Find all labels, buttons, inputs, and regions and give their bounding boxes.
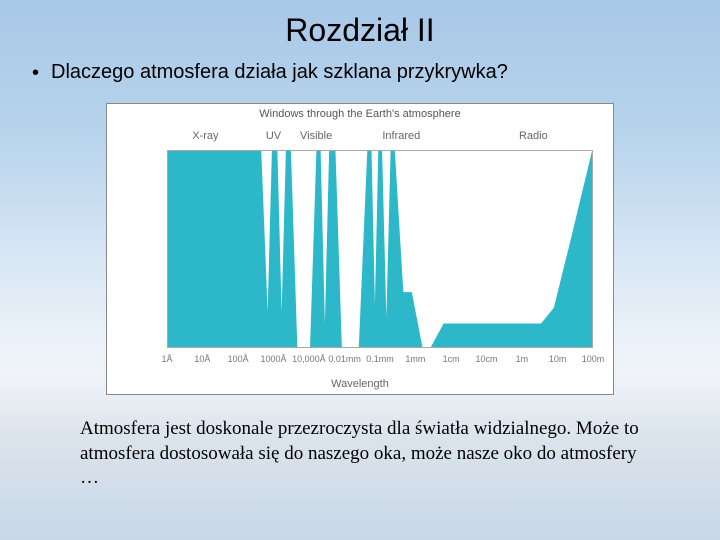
x-tick-label: 100m bbox=[582, 354, 605, 364]
x-tick-label: 1mm bbox=[405, 354, 425, 364]
x-tick-label: 10,000Å bbox=[292, 354, 326, 364]
x-tick-label: 1Å bbox=[161, 354, 172, 364]
x-tick-label: 10m bbox=[549, 354, 567, 364]
band-label: Radio bbox=[519, 130, 548, 142]
x-tick-label: 1m bbox=[516, 354, 529, 364]
x-ticks: 1Å10Å100Å1000Å10,000Å0.01mm0.1mm1mm1cm10… bbox=[167, 354, 593, 368]
band-label: Infrared bbox=[382, 130, 420, 142]
bullet-text: Dlaczego atmosfera działa jak szklana pr… bbox=[51, 61, 508, 84]
x-tick-label: 0.1mm bbox=[366, 354, 394, 364]
caption-text: Atmosfera jest doskonale przezroczysta d… bbox=[80, 417, 652, 491]
band-label: UV bbox=[266, 130, 281, 142]
bullet-item: • Dlaczego atmosfera działa jak szklana … bbox=[32, 61, 692, 85]
chart-xlabel: Wavelength bbox=[107, 378, 613, 390]
band-label: X-ray bbox=[192, 130, 218, 142]
chart-title: Windows through the Earth's atmosphere bbox=[107, 108, 613, 120]
slide: Rozdział II • Dlaczego atmosfera działa … bbox=[0, 0, 720, 540]
transmission-area bbox=[168, 151, 592, 347]
x-tick-label: 1cm bbox=[443, 354, 460, 364]
plot-area bbox=[167, 150, 593, 348]
x-tick-label: 10Å bbox=[194, 354, 210, 364]
band-labels: X-ray UV Visible Infrared Radio bbox=[167, 130, 593, 144]
band-label: Visible bbox=[300, 130, 332, 142]
x-tick-label: 1000Å bbox=[260, 354, 286, 364]
chart-svg bbox=[168, 151, 592, 347]
x-tick-label: 10cm bbox=[475, 354, 497, 364]
x-tick-label: 100Å bbox=[228, 354, 249, 364]
transmission-chart: Windows through the Earth's atmosphere F… bbox=[106, 103, 614, 395]
x-tick-label: 0.01mm bbox=[328, 354, 361, 364]
page-title: Rozdział II bbox=[28, 12, 692, 49]
chart-container: Windows through the Earth's atmosphere F… bbox=[28, 103, 692, 395]
bullet-dot-icon: • bbox=[32, 61, 39, 85]
